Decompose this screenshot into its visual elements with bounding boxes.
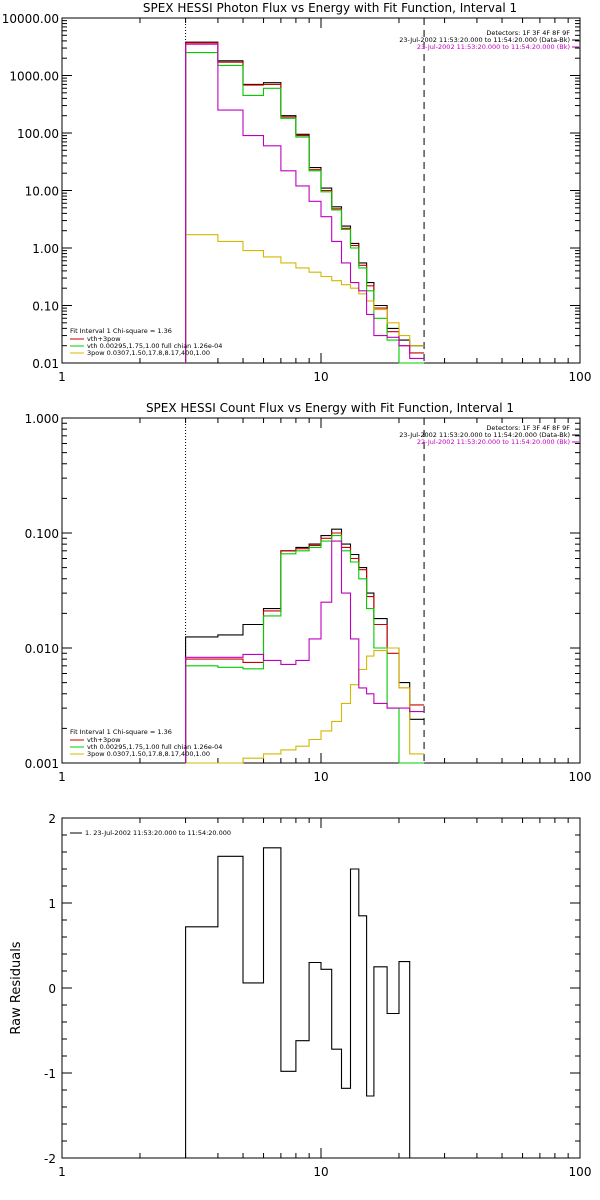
y-axis-label: Raw Residuals [9,941,24,1034]
plot-frame [61,417,581,764]
legend-entry: vth 0.00295,1.75,1.00 full chian 1.26e-0… [87,743,222,751]
x-tick-label: 100 [569,770,592,784]
legend-entry: 3pow 0.0307,1.50,17.8,8.17,400,1.00 [87,750,210,758]
y-tick-label: 0.100 [25,527,59,541]
x-tick-label: 100 [569,370,592,384]
legend-entry: vth 0.00295,1.75,1.00 full chian 1.26e-0… [87,342,222,350]
series-bk [185,540,425,763]
y-tick-label: -2 [44,1152,56,1166]
fit-range-markers [185,418,425,763]
x-tick-label: 1 [58,1165,66,1179]
y-tick-label: 2 [48,812,56,826]
legend-entry: vth+3pow [87,736,121,744]
y-tick-label: 10000.00 [2,12,59,26]
series-group [185,41,425,364]
fit-range-markers [185,18,425,363]
y-tick-label: 1.00 [32,242,59,256]
background-interval-label: 22-Jul-2002 11:53:20.000 to 11:54:20.000… [417,438,570,446]
series-residuals [185,847,425,1159]
y-tick-label: 0.10 [32,300,59,314]
legend: Fit Interval 1 Chi-square = 1.36 vth+3po… [70,327,222,357]
y-tick-label: 0.001 [25,757,59,771]
legend-entry: vth+3pow [87,335,121,343]
y-tick-label: 0.01 [32,357,59,371]
header-block: Detectors: 1F 3F 4F 8F 9F 23-Jul-2002 11… [399,424,579,446]
x-tick-label: 10 [313,370,328,384]
x-tick-label: 10 [313,1165,328,1179]
series-data-bk [185,528,425,763]
legend-entry: 3pow 0.0307,1.50,17.8,8.17,400,1.00 [87,349,210,357]
series-3pow [185,234,425,363]
background-interval-label: 23-Jul-2002 11:53:20.000 to 11:54:20.000… [417,43,570,51]
y-tick-label: 100.00 [17,127,59,141]
legend: Fit Interval 1 Chi-square = 1.36 vth+3po… [70,728,222,758]
plot-frame [61,817,581,1159]
legend-entry: Fit Interval 1 Chi-square = 1.36 [70,327,172,335]
series-group [185,528,425,764]
x-tick-label: 10 [313,770,328,784]
axis-ticks: 1 10 100 0.01 0.10 1.00 10.00 100.00 1000.00 1000… [2,12,592,384]
series-3pow [185,647,425,764]
data-interval-label: 23-Jul-2002 11:53:20.000 to 11:54:20.000… [399,431,570,439]
y-tick-label: 0 [48,982,56,996]
series-data-bk [185,41,425,363]
series-vth [185,52,425,364]
detectors-label: Detectors: 1F 3F 4F 8F 9F [486,29,570,37]
axis-ticks: 1 10 100 0.001 0.010 0.100 1.000 [25,412,592,784]
legend: 1. 23-Jul-2002 11:53:20.000 to 11:54:20.… [70,829,231,837]
series-vth [185,535,425,764]
legend-entry: 1. 23-Jul-2002 11:53:20.000 to 11:54:20.… [85,829,231,837]
x-tick-label: 100 [569,1165,592,1179]
data-interval-label: 23-Jul-2002 11:53:20.000 to 11:54:20.000… [399,36,570,44]
series-bk [185,43,425,363]
y-tick-label: 10.00 [25,185,59,199]
y-tick-label: 0.010 [25,642,59,656]
header-block: Detectors: 1F 3F 4F 8F 9F 23-Jul-2002 11… [399,29,579,51]
series-group [185,847,425,1159]
legend-entry: Fit Interval 1 Chi-square = 1.36 [70,728,172,736]
x-tick-label: 1 [58,770,66,784]
y-tick-label: -1 [44,1067,56,1081]
y-tick-label: 1.000 [25,412,59,426]
series-vth-3pow [185,42,425,363]
x-tick-label: 1 [58,370,66,384]
chart-title: SPEX HESSI Count Flux vs Energy with Fit… [146,401,514,415]
photon-flux-panel: SPEX HESSI Photon Flux vs Energy with Fi… [2,1,592,384]
chart-title: SPEX HESSI Photon Flux vs Energy with Fi… [143,1,517,15]
count-flux-panel: SPEX HESSI Count Flux vs Energy with Fit… [25,401,592,784]
detectors-label: Detectors: 1F 3F 4F 8F 9F [486,424,570,432]
y-tick-label: 1000.00 [9,70,59,84]
y-tick-label: 1 [48,897,56,911]
